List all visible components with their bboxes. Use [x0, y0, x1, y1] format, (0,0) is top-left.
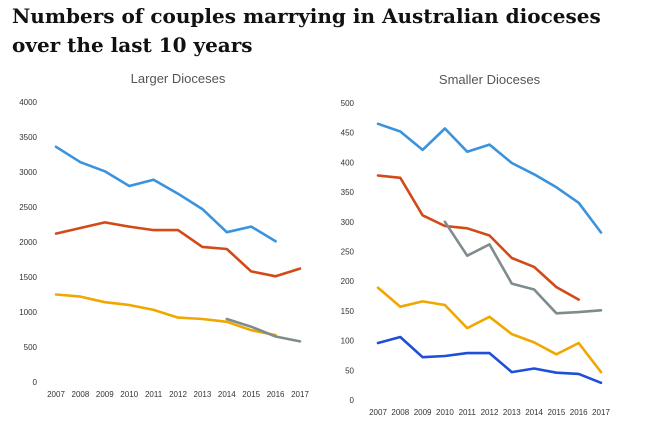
y-tick-label: 150	[341, 307, 355, 316]
y-tick-label: 1500	[19, 273, 37, 282]
x-tick-label: 2015	[242, 390, 260, 399]
x-tick-label: 2012	[169, 390, 187, 399]
y-tick-label: 500	[24, 343, 38, 352]
y-tick-label: 100	[341, 337, 355, 346]
x-tick-label: 2012	[481, 408, 499, 417]
chart-title: Larger Dioceses	[131, 71, 226, 86]
y-tick-label: 4000	[19, 98, 37, 107]
y-tick-label: 450	[341, 129, 355, 138]
x-tick-label: 2016	[570, 408, 588, 417]
y-tick-label: 2500	[19, 203, 37, 212]
x-tick-label: 2015	[548, 408, 566, 417]
y-tick-label: 0	[350, 396, 355, 405]
x-tick-label: 2007	[47, 390, 65, 399]
y-tick-label: 3500	[19, 133, 37, 142]
x-tick-label: 2017	[592, 408, 610, 417]
series-line-1	[54, 145, 277, 243]
x-tick-label: 2009	[414, 408, 432, 417]
page-headline: Numbers of couples marrying in Australia…	[12, 4, 601, 57]
x-tick-label: 2008	[72, 390, 90, 399]
series-line-4	[376, 286, 603, 374]
y-tick-label: 200	[341, 277, 355, 286]
y-tick-label: 1000	[19, 308, 37, 317]
chart-title: Smaller Dioceses	[439, 72, 541, 87]
x-tick-label: 2007	[369, 408, 387, 417]
x-tick-label: 2011	[145, 390, 163, 399]
series-line-1	[376, 122, 603, 234]
y-tick-label: 500	[341, 99, 355, 108]
series-line-5	[376, 335, 603, 385]
x-tick-label: 2010	[436, 408, 454, 417]
y-tick-label: 3000	[19, 168, 37, 177]
series-line-4	[225, 317, 302, 343]
y-tick-label: 2000	[19, 238, 37, 247]
x-tick-label: 2016	[267, 390, 285, 399]
x-tick-label: 2013	[503, 408, 521, 417]
y-tick-label: 50	[345, 366, 354, 375]
y-tick-label: 0	[33, 378, 38, 387]
x-tick-label: 2011	[459, 408, 477, 417]
y-tick-label: 400	[341, 158, 355, 167]
chart-larger: Larger Dioceses 0 500 1000 1500 2000 2500 3000 3…	[19, 71, 309, 399]
x-tick-label: 2014	[525, 408, 543, 417]
x-tick-label: 2014	[218, 390, 236, 399]
series-line-2	[54, 221, 302, 278]
x-tick-label: 2010	[120, 390, 138, 399]
y-tick-label: 350	[341, 188, 355, 197]
x-tick-label: 2017	[291, 390, 309, 399]
x-tick-label: 2009	[96, 390, 114, 399]
chart-smaller: Smaller Dioceses 0 50 100 150 200 250 300 350 400…	[341, 72, 611, 417]
y-tick-label: 250	[341, 248, 355, 257]
series-line-3	[443, 220, 603, 315]
x-tick-label: 2008	[391, 408, 409, 417]
series-line-2	[376, 174, 580, 301]
y-tick-label: 300	[341, 218, 355, 227]
series-line-3	[54, 293, 277, 337]
x-tick-label: 2013	[194, 390, 212, 399]
